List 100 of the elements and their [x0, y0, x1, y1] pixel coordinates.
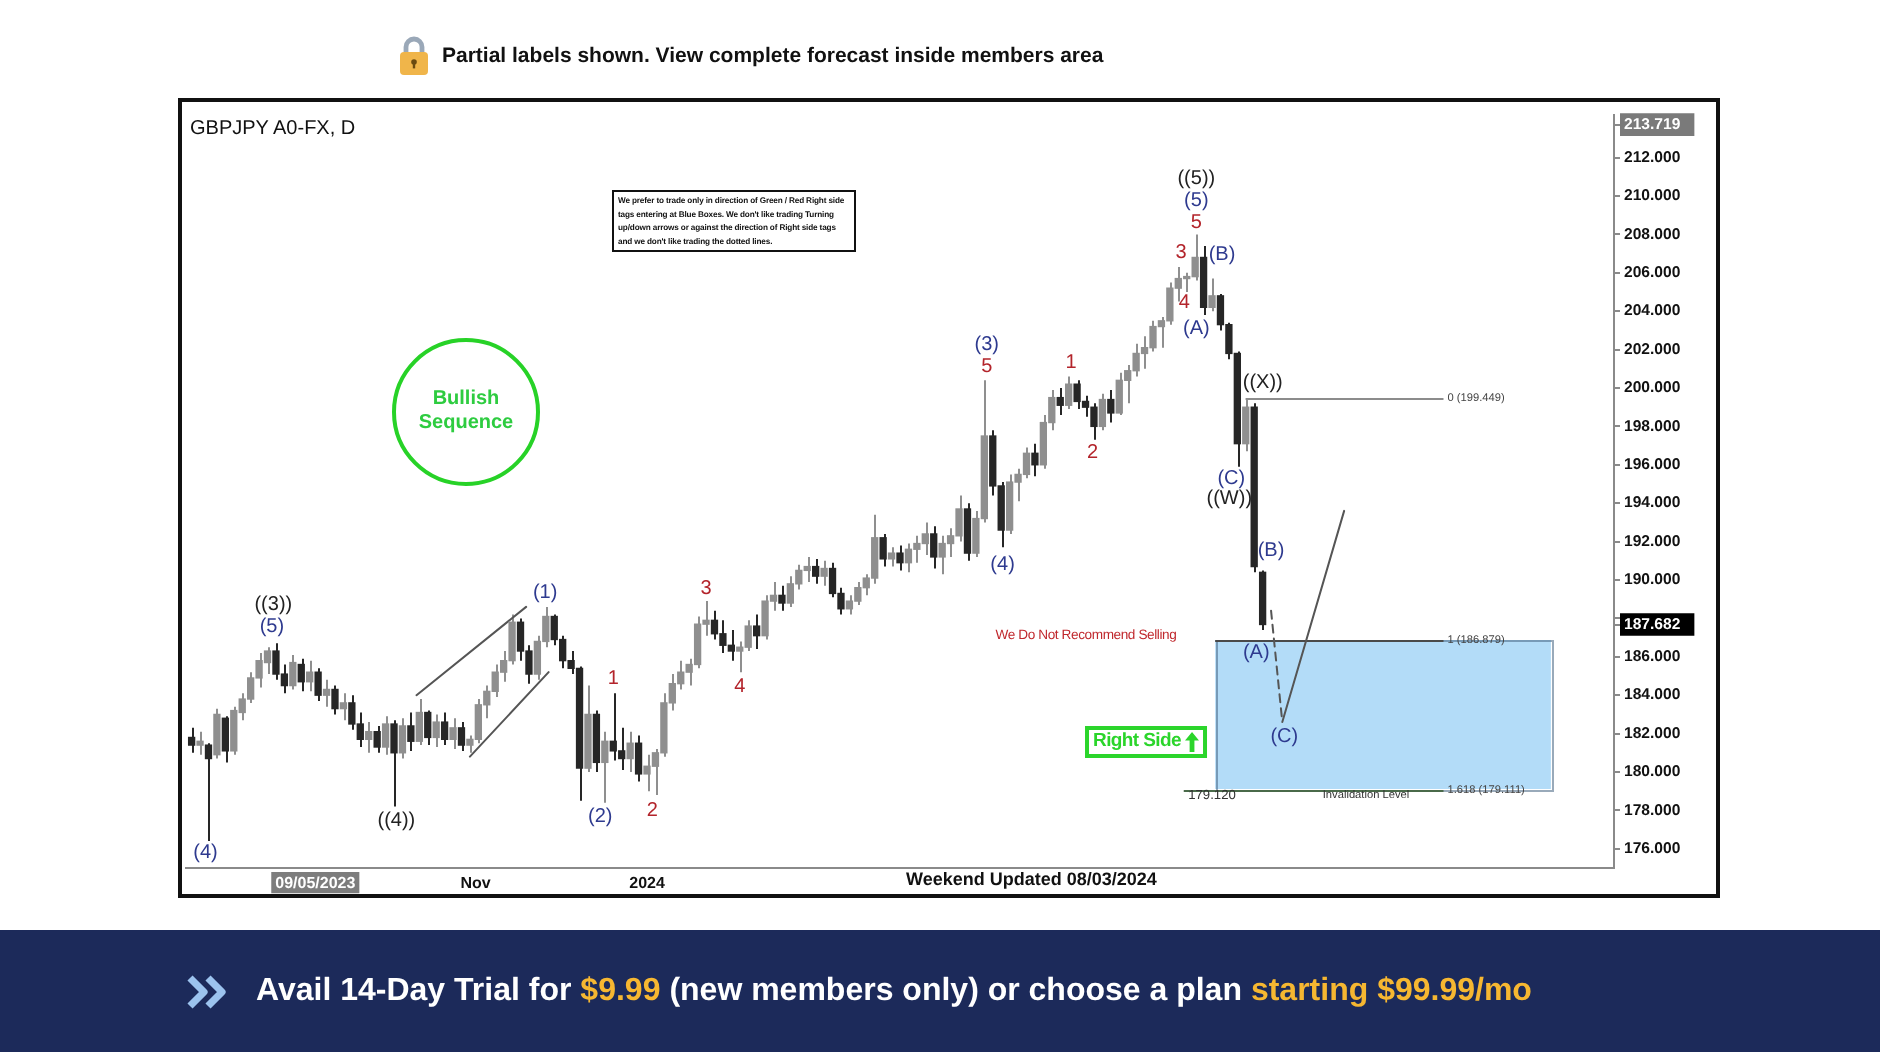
- candlestick: [1031, 442, 1039, 478]
- candlestick: [322, 678, 331, 708]
- annotation: (3): [974, 333, 999, 356]
- candlestick: [373, 724, 381, 754]
- annotation: ((W)): [1206, 488, 1253, 511]
- candlestick: [314, 667, 322, 702]
- candlestick: [921, 521, 929, 557]
- candlestick: [887, 546, 896, 568]
- annotation: 1: [1065, 351, 1077, 374]
- candlestick: [913, 534, 921, 564]
- candlestick: [1090, 402, 1098, 441]
- candlestick: [609, 692, 617, 762]
- annotation: (B): [1208, 243, 1236, 266]
- text: (new members only) or choose a plan: [669, 973, 1242, 1007]
- candlestick: [381, 715, 390, 756]
- candlestick: [879, 532, 887, 568]
- annotation: (5): [259, 615, 285, 638]
- candlestick: [297, 657, 305, 693]
- candlestick: [786, 575, 795, 608]
- annotation: 4: [734, 675, 746, 698]
- annotation: Bullish Sequence: [416, 388, 516, 436]
- text: Weekend Updated 08/03/2024: [906, 869, 1157, 889]
- candlestick: [272, 642, 280, 681]
- annotation: 3: [700, 577, 712, 600]
- candlestick: [432, 713, 440, 749]
- annotation: ((X)): [1242, 372, 1283, 395]
- candlestick: [204, 742, 213, 843]
- candlestick: [196, 730, 204, 756]
- candlestick: [727, 628, 735, 662]
- candlestick: [845, 594, 854, 616]
- x-tick-label: 2024: [629, 874, 666, 893]
- candlestick: [1065, 375, 1073, 411]
- candlestick: [761, 594, 769, 641]
- annotation: 2: [1086, 441, 1099, 464]
- candlestick: [1107, 388, 1115, 424]
- annotation: (A): [1183, 318, 1210, 341]
- annotation: 3: [1175, 242, 1187, 265]
- candlestick: [449, 717, 457, 750]
- candlestick: [365, 721, 373, 754]
- annotation: (A): [1242, 641, 1270, 664]
- chart-title: GBPJPY A0-FX, D: [190, 118, 356, 140]
- candlestick: [187, 726, 196, 754]
- candlestick: [778, 584, 786, 612]
- text: Avail 14-Day Trial for: [256, 973, 572, 1007]
- candlestick: [390, 719, 398, 808]
- annotation: (4): [193, 842, 218, 865]
- annotation: 2: [646, 799, 658, 822]
- candlestick: [963, 502, 972, 562]
- candlestick: [1115, 371, 1123, 416]
- candlestick: [930, 525, 938, 570]
- candlestick: [643, 753, 651, 793]
- candlestick: [896, 544, 904, 572]
- candlestick: [634, 734, 643, 783]
- candlestick: [938, 534, 946, 576]
- x-tick-label: Nov: [460, 874, 492, 893]
- annotation: 4: [1178, 292, 1190, 314]
- text: $9.99: [580, 973, 661, 1007]
- annotation: (C): [1270, 726, 1299, 749]
- annotation: (B): [1257, 540, 1285, 563]
- x-tick-label: 09/05/2023: [275, 874, 357, 893]
- annotation: (2): [587, 805, 613, 828]
- annotation: (1): [532, 581, 558, 604]
- text: starting $99.99/mo: [1250, 973, 1532, 1007]
- annotation: ((5)): [1177, 168, 1216, 191]
- annotation: Right Side: [1093, 730, 1181, 753]
- annotation: (5): [1184, 190, 1209, 212]
- annotation: (C): [1217, 467, 1246, 490]
- candlestick: [601, 730, 609, 804]
- candlestick: [339, 692, 348, 722]
- annotation: ((4)): [377, 809, 416, 832]
- candlestick: [803, 555, 811, 583]
- candlestick: [626, 730, 634, 773]
- candlestick: [491, 663, 499, 699]
- candlestick: [474, 698, 483, 745]
- candlestick: [904, 542, 913, 574]
- candlestick: [289, 653, 297, 691]
- candlestick: [230, 705, 238, 756]
- candlestick: [719, 619, 727, 654]
- candlestick: [424, 709, 432, 747]
- annotation: 5: [1190, 211, 1202, 234]
- candlestick: [440, 711, 449, 747]
- annotation: 1: [607, 668, 619, 691]
- candlestick: [415, 698, 423, 747]
- annotation: 5: [981, 355, 993, 378]
- candlestick: [1208, 277, 1216, 313]
- candlestick: [820, 559, 828, 587]
- candlestick: [1056, 387, 1064, 416]
- annotation: ((3)): [254, 594, 293, 617]
- candlestick: [407, 711, 415, 752]
- candlestick: [812, 557, 820, 585]
- candlestick: [331, 684, 339, 716]
- candlestick: [710, 609, 719, 641]
- annotation: (4): [990, 554, 1015, 577]
- candlestick: [398, 717, 407, 760]
- candlestick: [1073, 379, 1081, 411]
- candlestick: [213, 707, 221, 760]
- candlestick: [221, 715, 230, 764]
- candlestick: [752, 613, 761, 651]
- candlestick: [457, 721, 466, 752]
- text: Partial labels shown. View complete forecast inside members area: [442, 43, 1104, 67]
